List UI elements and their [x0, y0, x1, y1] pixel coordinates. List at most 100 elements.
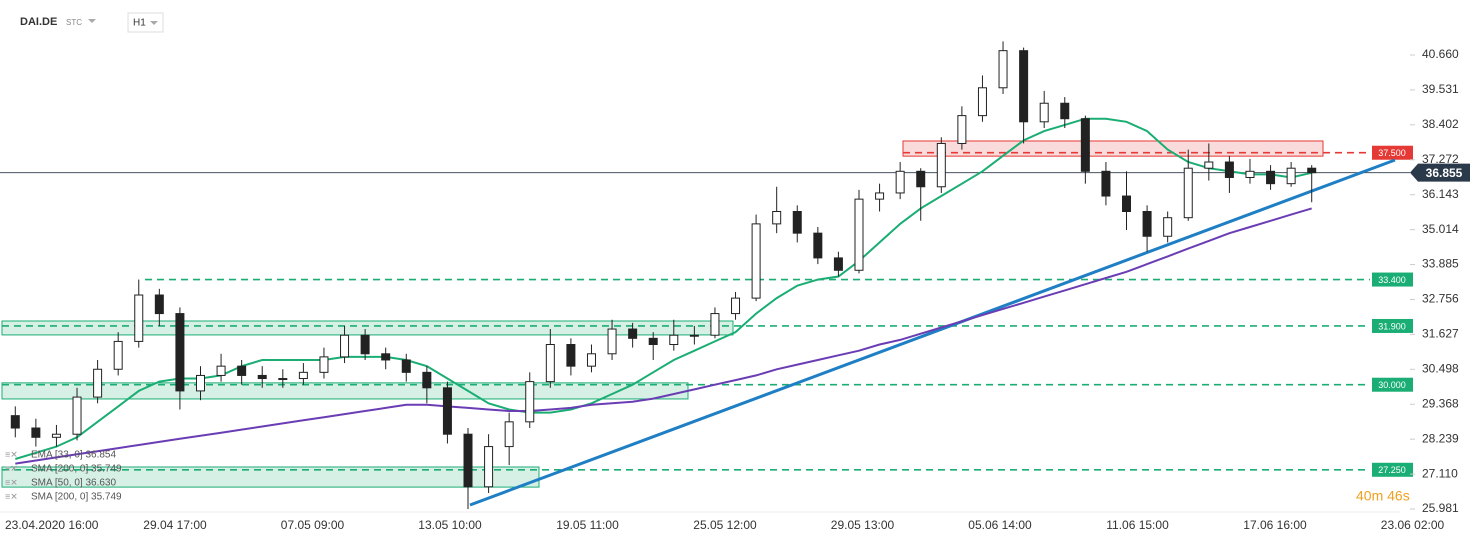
candle-body: [1307, 167, 1317, 174]
candle-body: [134, 294, 144, 342]
y-tick-label: 27.110: [1422, 466, 1458, 480]
x-tick-label: 19.05 11:00: [556, 518, 619, 532]
level-label: 30.000: [1378, 380, 1406, 390]
candle-body: [628, 328, 638, 339]
candle-body: [237, 365, 247, 376]
legend-icon: ≡✕: [5, 463, 18, 473]
y-tick-label: 28.239: [1422, 431, 1459, 445]
y-tick-label: 32.756: [1422, 292, 1459, 306]
x-tick-label: 07.05 09:00: [281, 518, 345, 532]
candle-body: [463, 433, 473, 488]
candle-body: [566, 344, 576, 367]
candle-body: [1163, 217, 1173, 237]
candle-body: [977, 87, 987, 117]
indicator-line: [15, 207, 1312, 465]
y-tick-label: 30.498: [1422, 361, 1459, 375]
level-label: 27.250: [1378, 465, 1406, 475]
tag: STC: [66, 18, 82, 27]
candle-body: [1060, 102, 1070, 120]
candle-body: [957, 115, 967, 144]
candle-body: [731, 297, 741, 315]
candle-body: [936, 142, 946, 188]
candle-body: [401, 359, 411, 373]
candle-body: [484, 446, 494, 488]
timer: 40m 46s: [1356, 488, 1410, 504]
y-tick-label: 38.402: [1422, 117, 1459, 131]
legend-icon: ≡✕: [5, 491, 18, 501]
level-label-box: [1372, 377, 1413, 392]
candle-body: [710, 313, 720, 336]
candle-body: [875, 192, 885, 200]
candle-body: [175, 313, 185, 392]
candle-body: [669, 334, 679, 346]
candle-body: [751, 223, 761, 299]
candle-body: [895, 170, 905, 194]
y-tick-label: 40.660: [1422, 47, 1459, 61]
last-price-box: [1410, 163, 1470, 182]
candle-body: [916, 170, 926, 188]
candle-body: [1039, 102, 1049, 123]
interval[interactable]: H1: [133, 18, 146, 29]
candle-body: [1245, 170, 1255, 178]
candle-body: [545, 344, 555, 383]
level-label-box: [1372, 462, 1413, 477]
candle-body: [72, 396, 82, 435]
legend-entry: SMA [200, 0] 35.749: [31, 464, 122, 475]
x-tick-label: 13.05 10:00: [418, 518, 482, 532]
candle-body: [360, 334, 370, 355]
candle-body: [792, 211, 802, 234]
candle-body: [442, 387, 452, 435]
x-tick-label: 23.06 02:00: [1381, 518, 1445, 532]
indicator-line: [15, 117, 1312, 460]
candle-body: [298, 371, 308, 380]
x-tick-label: 05.06 14:00: [968, 518, 1032, 532]
candle-body: [648, 337, 658, 346]
x-tick-label: 25.05 12:00: [693, 518, 757, 532]
candle-body: [1101, 170, 1111, 197]
y-tick-label: 39.531: [1422, 82, 1459, 96]
level-label-box: [1372, 145, 1413, 160]
candle-body: [216, 365, 226, 376]
level-label: 31.900: [1378, 321, 1406, 331]
zone: [1, 320, 734, 336]
zone: [1, 466, 540, 488]
candle-body: [813, 232, 823, 259]
x-tick-label: 17.06 16:00: [1243, 518, 1307, 532]
interval-box[interactable]: [127, 12, 164, 33]
x-tick-label: 23.04.2020 16:00: [5, 518, 99, 532]
legend-icon: ≡✕: [5, 477, 18, 487]
candle-body: [607, 328, 617, 355]
candle-body: [1286, 167, 1296, 185]
x-tick-label: 29.04 17:00: [143, 518, 207, 532]
candle-body: [1183, 167, 1193, 219]
candle-body: [381, 353, 391, 361]
candle-body: [689, 334, 699, 337]
candle-body: [1142, 211, 1152, 237]
candle-body: [998, 50, 1008, 89]
candle-body: [1019, 50, 1029, 123]
candle-body: [10, 415, 20, 429]
last-price-label: 36.855: [1426, 166, 1463, 180]
candle-body: [772, 211, 782, 225]
y-tick-label: 36.143: [1422, 187, 1459, 201]
y-tick-label: 25.981: [1422, 501, 1459, 515]
y-tick-label: 31.627: [1422, 327, 1459, 341]
x-tick-label: 11.06 15:00: [1106, 518, 1169, 532]
dropdown-arrow[interactable]: [88, 19, 96, 23]
candle-body: [278, 378, 288, 381]
level-label-box: [1372, 318, 1413, 333]
y-tick-label: 33.885: [1422, 257, 1459, 271]
dropdown-arrow[interactable]: [150, 21, 158, 25]
candle-body: [422, 371, 432, 389]
symbol[interactable]: DAI.DE: [20, 16, 57, 28]
candle-body: [854, 198, 864, 271]
y-tick-label: 37.272: [1422, 152, 1459, 166]
trendline: [469, 158, 1396, 507]
legend-icon: ≡✕: [5, 449, 18, 459]
level-label-box: [1372, 272, 1413, 287]
candle-body: [93, 368, 103, 398]
legend-entry: EMA [33, 0] 36.854: [31, 450, 116, 461]
legend-entry: SMA [200, 0] 35.749: [31, 492, 122, 503]
